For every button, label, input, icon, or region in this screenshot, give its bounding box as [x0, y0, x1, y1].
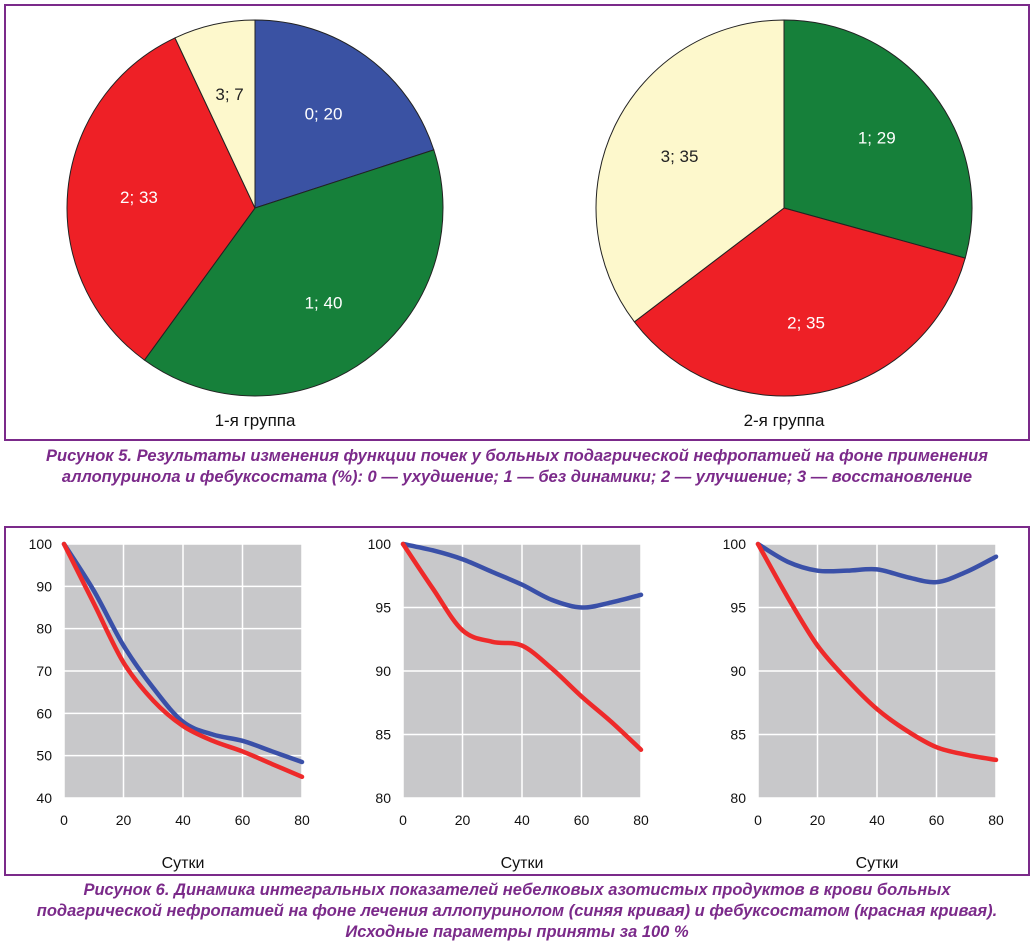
x-tick-label: 0 — [60, 812, 68, 828]
pie-title: 2-я группа — [744, 411, 825, 430]
y-tick-label: 60 — [36, 705, 52, 721]
y-tick-label: 40 — [36, 790, 52, 806]
line-charts: 0 20 40 60 80 40 50 60 70 80 90 100 Сутки 0 20 40 60 80 80… — [29, 536, 1004, 872]
pie-slice — [143, 149, 444, 397]
x-tick-label: 60 — [574, 812, 590, 828]
series-line-red — [755, 541, 999, 763]
x-axis-label: Сутки — [501, 855, 544, 872]
pie-slice-label: 3; 35 — [661, 147, 699, 166]
figure5-caption: Рисунок 5. Результаты изменения функции … — [46, 447, 988, 486]
y-tick-label: 80 — [375, 790, 391, 806]
pie-slice — [66, 37, 256, 361]
x-tick-label: 20 — [455, 812, 471, 828]
pie-slice-label: 0; 20 — [305, 105, 343, 124]
x-tick-label: 60 — [929, 812, 945, 828]
x-tick-label: 60 — [235, 812, 251, 828]
y-tick-label: 85 — [730, 727, 746, 743]
y-tick-label: 100 — [723, 536, 747, 552]
pie-chart-2: 1; 29 2; 35 3; 35 2-я группа — [595, 19, 973, 430]
pie-slice-label: 2; 33 — [120, 188, 158, 207]
line-chart-3: 0 20 40 60 80 80 85 90 95 100 Сутки — [723, 536, 1004, 872]
pie-slice — [595, 19, 785, 323]
pie-slice-label: 2; 35 — [787, 313, 825, 332]
y-tick-label: 90 — [375, 663, 391, 679]
x-tick-label: 0 — [754, 812, 762, 828]
x-tick-label: 80 — [633, 812, 649, 828]
series-line-blue — [400, 541, 644, 610]
y-tick-label: 95 — [375, 600, 391, 616]
y-tick-label: 95 — [730, 600, 746, 616]
x-axis-label: Сутки — [162, 855, 205, 872]
y-tick-label: 90 — [730, 663, 746, 679]
pie-slice-label: 1; 40 — [305, 293, 343, 312]
pie-slice-label: 1; 29 — [858, 128, 896, 147]
pie-chart-1: 0; 20 1; 40 2; 33 3; 7 1-я группа — [66, 19, 444, 430]
series-line-red — [400, 541, 644, 752]
pie-slice — [174, 19, 256, 209]
x-tick-label: 0 — [399, 812, 407, 828]
pie-slice — [254, 19, 435, 209]
figure6-frame: 0 20 40 60 80 40 50 60 70 80 90 100 Сутки 0 20 40 60 80 80… — [4, 526, 1030, 876]
figure6-caption: Рисунок 6. Динамика интегральных показат… — [36, 881, 998, 941]
y-tick-label: 80 — [730, 790, 746, 806]
x-tick-label: 40 — [869, 812, 885, 828]
x-tick-label: 80 — [988, 812, 1004, 828]
y-tick-label: 90 — [36, 578, 52, 594]
pie-charts: 0; 20 1; 40 2; 33 3; 7 1-я группа 1; 29 2; 35 3… — [66, 19, 973, 430]
x-tick-label: 20 — [810, 812, 826, 828]
y-tick-label: 50 — [36, 748, 52, 764]
x-tick-label: 40 — [514, 812, 530, 828]
line-chart-1: 0 20 40 60 80 40 50 60 70 80 90 100 Сутки — [29, 536, 310, 872]
x-tick-label: 80 — [294, 812, 310, 828]
pie-slice-label: 3; 7 — [215, 85, 243, 104]
pie-slice — [633, 207, 966, 397]
line-chart-2: 0 20 40 60 80 80 85 90 95 100 Сутки — [368, 536, 649, 872]
x-tick-label: 20 — [116, 812, 132, 828]
series-line-blue — [61, 541, 305, 765]
pie-slice — [783, 19, 973, 259]
series-line-blue — [755, 541, 999, 585]
y-tick-label: 80 — [36, 621, 52, 637]
figure5-frame: 0; 20 1; 40 2; 33 3; 7 1-я группа 1; 29 2; 35 3… — [4, 4, 1030, 441]
y-tick-label: 85 — [375, 727, 391, 743]
y-tick-label: 70 — [36, 663, 52, 679]
pie-title: 1-я группа — [215, 411, 296, 430]
y-tick-label: 100 — [29, 536, 53, 552]
x-axis-label: Сутки — [856, 855, 899, 872]
series-line-red — [61, 541, 305, 780]
y-tick-label: 100 — [368, 536, 392, 552]
x-tick-label: 40 — [175, 812, 191, 828]
